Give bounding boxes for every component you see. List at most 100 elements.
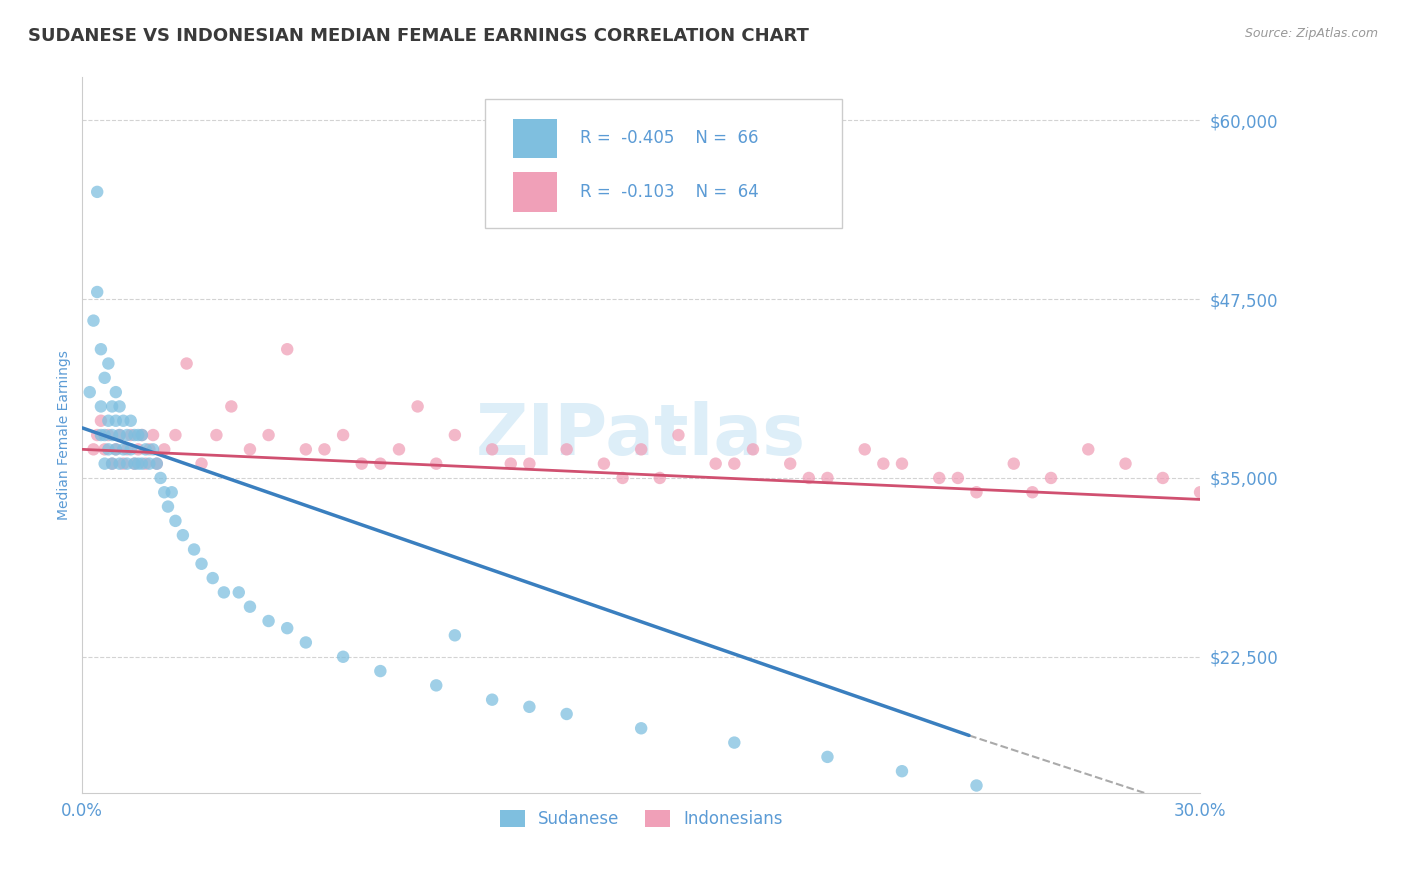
Point — [481, 442, 503, 457]
Point — [1040, 793, 1063, 807]
Point — [165, 514, 187, 528]
Point — [138, 457, 160, 471]
Point — [131, 428, 153, 442]
Point — [370, 664, 392, 678]
Point — [612, 471, 634, 485]
Point — [723, 735, 745, 749]
Point — [149, 471, 172, 485]
Point — [112, 414, 135, 428]
Point — [212, 585, 235, 599]
Point — [406, 400, 429, 414]
Point — [519, 699, 541, 714]
Point — [257, 428, 280, 442]
Point — [276, 343, 298, 357]
Point — [112, 442, 135, 457]
Point — [79, 385, 101, 400]
Point — [135, 442, 157, 457]
Point — [86, 185, 108, 199]
Point — [138, 442, 160, 457]
Point — [555, 706, 578, 721]
Point — [388, 442, 411, 457]
Point — [104, 442, 127, 457]
Point — [370, 457, 392, 471]
Point — [82, 313, 104, 327]
Point — [108, 457, 131, 471]
Text: R =  -0.405    N =  66: R = -0.405 N = 66 — [579, 129, 758, 147]
Point — [142, 428, 165, 442]
Point — [817, 750, 839, 764]
Point — [86, 285, 108, 299]
Point — [201, 571, 224, 585]
Point — [1115, 457, 1137, 471]
Point — [425, 678, 447, 692]
Point — [928, 471, 950, 485]
Point — [872, 457, 894, 471]
Point — [108, 428, 131, 442]
Point — [120, 442, 142, 457]
Point — [146, 457, 169, 471]
Point — [120, 414, 142, 428]
Point — [742, 442, 765, 457]
Point — [891, 457, 914, 471]
Point — [93, 442, 115, 457]
Point — [1002, 457, 1025, 471]
Point — [97, 357, 120, 371]
Point — [142, 442, 165, 457]
Point — [115, 428, 138, 442]
Text: SUDANESE VS INDONESIAN MEDIAN FEMALE EARNINGS CORRELATION CHART: SUDANESE VS INDONESIAN MEDIAN FEMALE EAR… — [28, 27, 808, 45]
Point — [172, 528, 194, 542]
FancyBboxPatch shape — [513, 172, 557, 211]
Point — [555, 442, 578, 457]
Point — [630, 721, 652, 735]
Point — [499, 457, 522, 471]
Point — [127, 428, 149, 442]
Point — [332, 428, 354, 442]
Point — [239, 442, 262, 457]
Point — [668, 428, 690, 442]
Y-axis label: Median Female Earnings: Median Female Earnings — [58, 350, 72, 520]
Point — [90, 428, 112, 442]
Point — [205, 428, 228, 442]
Point — [104, 414, 127, 428]
Point — [797, 471, 820, 485]
Point — [425, 457, 447, 471]
Point — [966, 485, 988, 500]
Point — [176, 357, 198, 371]
Point — [190, 457, 212, 471]
Point — [104, 442, 127, 457]
Point — [127, 457, 149, 471]
Point — [593, 457, 616, 471]
Point — [86, 428, 108, 442]
FancyBboxPatch shape — [485, 99, 842, 227]
Point — [648, 471, 671, 485]
Point — [704, 457, 727, 471]
Point — [966, 779, 988, 793]
Point — [160, 485, 183, 500]
Point — [630, 442, 652, 457]
Text: Source: ZipAtlas.com: Source: ZipAtlas.com — [1244, 27, 1378, 40]
Point — [135, 457, 157, 471]
Point — [115, 442, 138, 457]
Point — [120, 428, 142, 442]
Point — [190, 557, 212, 571]
Point — [97, 414, 120, 428]
Text: R =  -0.103    N =  64: R = -0.103 N = 64 — [579, 183, 758, 201]
Point — [350, 457, 373, 471]
Point — [90, 400, 112, 414]
Point — [817, 471, 839, 485]
Point — [124, 457, 146, 471]
Point — [444, 428, 467, 442]
Point — [165, 428, 187, 442]
Point — [779, 457, 801, 471]
Point — [153, 485, 176, 500]
Point — [295, 442, 318, 457]
Point — [295, 635, 318, 649]
Point — [156, 500, 179, 514]
Point — [444, 628, 467, 642]
Point — [276, 621, 298, 635]
Point — [153, 442, 176, 457]
Point — [1077, 442, 1099, 457]
Point — [101, 457, 124, 471]
Point — [519, 457, 541, 471]
Point — [90, 414, 112, 428]
